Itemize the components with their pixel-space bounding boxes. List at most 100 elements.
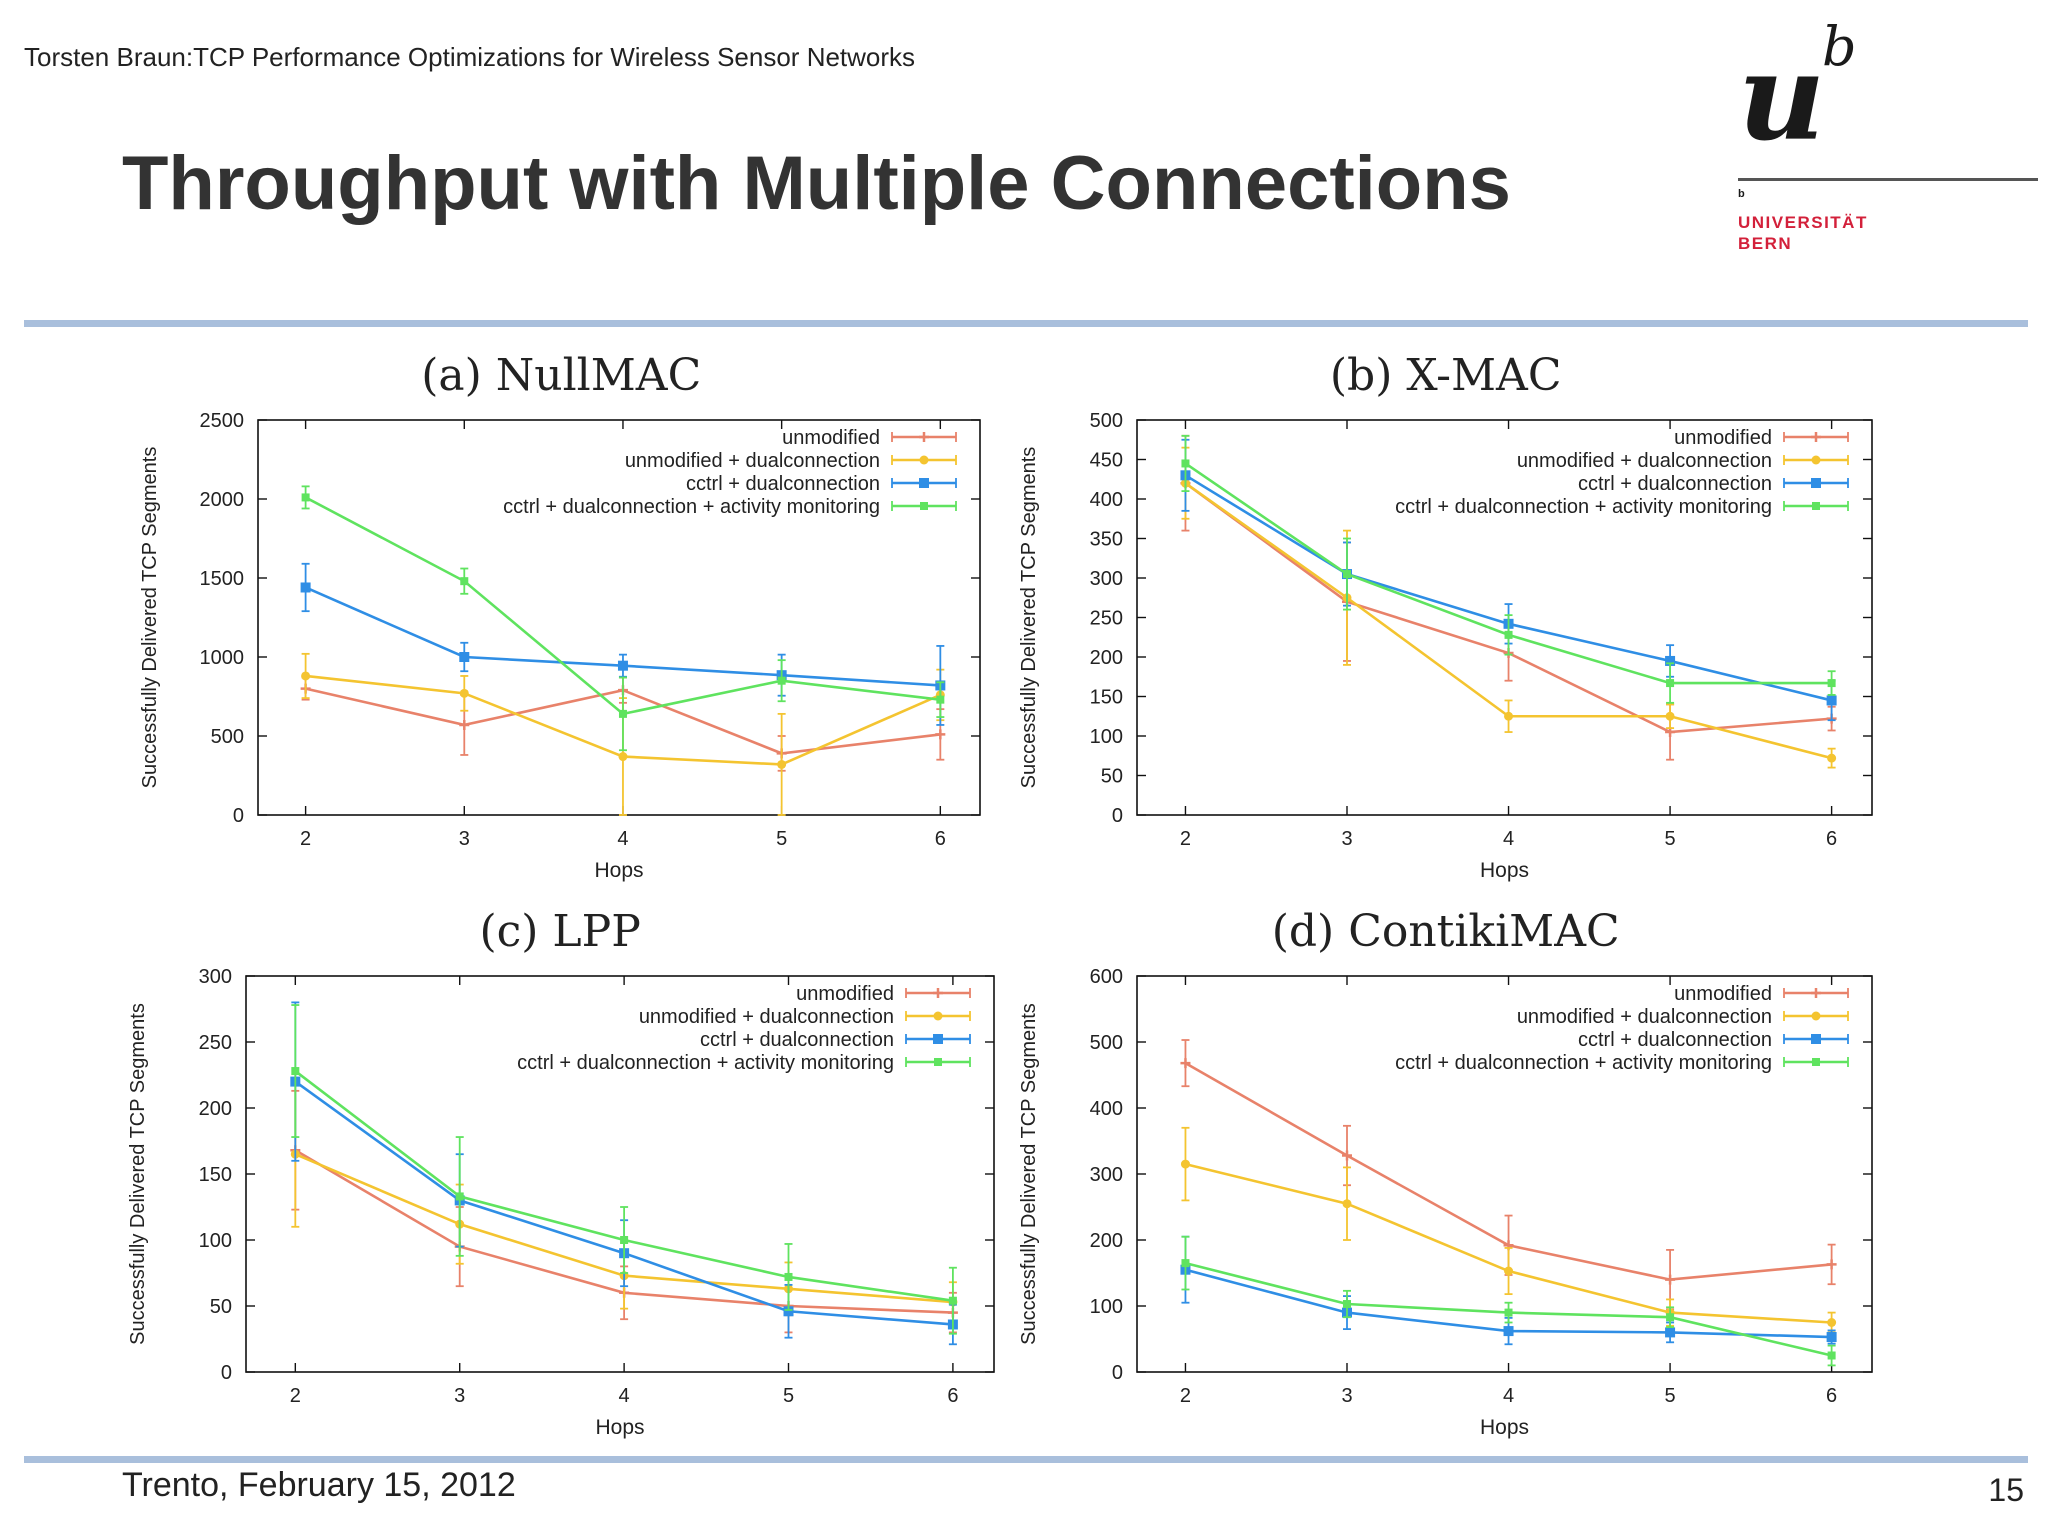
data-point [1180, 1058, 1191, 1069]
data-point [1827, 1318, 1837, 1327]
y-tick-label: 400 [1090, 1098, 1123, 1120]
y-tick-label: 250 [199, 1032, 232, 1054]
legend-label: unmodified + dualconnection [639, 1006, 894, 1028]
legend-label: cctrl + dualconnection + activity monito… [503, 496, 880, 518]
y-tick-label: 100 [1090, 726, 1123, 748]
data-point [948, 1296, 957, 1305]
y-tick-label: 200 [199, 1098, 232, 1120]
y-tick-label: 2000 [200, 489, 245, 511]
legend-marker [919, 478, 929, 488]
chart-panel-3: (c) LPP 0 50 100 150 200 250 300 2 3 4 5 6 Hops Succes… [127, 906, 995, 1439]
data-point [784, 1272, 793, 1281]
series-4 [291, 1004, 957, 1335]
y-tick-label: 300 [1090, 568, 1123, 590]
x-tick-label: 3 [459, 828, 470, 850]
x-tick-label: 6 [1826, 1385, 1837, 1407]
legend-marker [1811, 1034, 1821, 1044]
x-tick-label: 4 [619, 1385, 630, 1407]
series-4 [1181, 434, 1836, 704]
legend-marker [1811, 455, 1821, 465]
legend-label: unmodified [1674, 427, 1772, 449]
x-axis-label: Hops [595, 1416, 644, 1439]
data-point [301, 493, 310, 502]
legend-label: cctrl + dualconnection [686, 473, 880, 495]
data-point [935, 729, 946, 740]
data-point [1504, 1308, 1513, 1317]
legend-label: unmodified [1674, 983, 1772, 1005]
y-tick-label: 50 [210, 1296, 232, 1318]
legend-label: unmodified + dualconnection [625, 450, 880, 472]
y-tick-label: 0 [233, 805, 244, 827]
legend-label: unmodified [796, 983, 894, 1005]
legend-label: unmodified + dualconnection [1517, 1006, 1772, 1028]
data-point [618, 709, 627, 718]
x-tick-label: 3 [454, 1385, 465, 1407]
y-tick-label: 100 [199, 1230, 232, 1252]
university-logo: u b b UNIVERSITÄT BERN [1738, 20, 2038, 270]
x-tick-label: 2 [290, 1385, 301, 1407]
y-tick-label: 1500 [200, 568, 245, 590]
page-number: 15 [1988, 1472, 2024, 1508]
logo-rule [1738, 178, 2038, 181]
data-point [1342, 1199, 1352, 1209]
data-point [459, 652, 470, 662]
legend-marker [933, 1011, 943, 1021]
x-tick-label: 5 [1665, 828, 1676, 850]
y-axis-label: Successfully Delivered TCP Segments [127, 1003, 149, 1345]
legend-marker [1812, 1058, 1820, 1066]
y-tick-label: 0 [221, 1362, 232, 1384]
y-tick-label: 600 [1090, 966, 1123, 988]
chart-panel-1: (a) NullMAC 0 500 1000 1500 2000 2500 2 3 4 5 6 Hops… [139, 350, 981, 882]
logo-university-name: UNIVERSITÄT BERN [1738, 212, 1868, 255]
series-2 [301, 652, 945, 816]
x-tick-label: 2 [1180, 828, 1191, 850]
y-tick-label: 500 [1090, 410, 1123, 432]
slide-title: Throughput with Multiple Connections [122, 141, 1511, 226]
data-point [1343, 570, 1351, 579]
data-point [777, 676, 786, 685]
data-point [1666, 1313, 1675, 1322]
data-point [1826, 695, 1837, 706]
x-axis-label: Hops [594, 859, 643, 882]
y-tick-label: 300 [199, 966, 232, 988]
legend-label: cctrl + dualconnection [700, 1029, 894, 1051]
data-point [1826, 1332, 1837, 1343]
x-tick-label: 4 [1503, 828, 1514, 850]
legend-label: cctrl + dualconnection + activity monito… [517, 1052, 894, 1074]
y-tick-label: 150 [199, 1164, 232, 1186]
data-point [936, 695, 945, 704]
data-point [1181, 459, 1190, 468]
series-4 [1181, 1235, 1836, 1367]
data-point [459, 688, 469, 698]
x-tick-label: 3 [1341, 1385, 1352, 1407]
y-tick-label: 100 [1090, 1296, 1123, 1318]
legend-marker [1811, 432, 1821, 442]
data-point [1827, 753, 1837, 763]
x-tick-label: 4 [1503, 1385, 1514, 1407]
y-tick-label: 300 [1090, 1164, 1123, 1186]
x-tick-label: 5 [776, 828, 787, 850]
legend-marker [933, 988, 943, 998]
data-point [1665, 711, 1675, 721]
legend-marker [1811, 988, 1821, 998]
y-axis-label: Successfully Delivered TCP Segments [1018, 447, 1040, 789]
y-tick-label: 0 [1112, 1362, 1123, 1384]
data-point [1827, 679, 1836, 688]
x-tick-label: 5 [783, 1385, 794, 1407]
series-1 [1180, 1039, 1837, 1311]
logo-small-b: b [1738, 188, 1745, 200]
legend-label: unmodified [782, 427, 880, 449]
data-point [1665, 1274, 1676, 1285]
logo-line-1: UNIVERSITÄT [1738, 213, 1868, 232]
x-tick-label: 2 [1180, 1385, 1191, 1407]
data-point [777, 759, 787, 769]
data-point [1827, 1351, 1836, 1360]
x-tick-label: 6 [1826, 828, 1837, 850]
data-point [1504, 630, 1513, 639]
y-tick-label: 50 [1101, 766, 1123, 788]
y-tick-label: 150 [1090, 687, 1123, 709]
series-4 [301, 485, 945, 752]
y-tick-label: 500 [1090, 1032, 1123, 1054]
data-point [620, 1236, 629, 1244]
